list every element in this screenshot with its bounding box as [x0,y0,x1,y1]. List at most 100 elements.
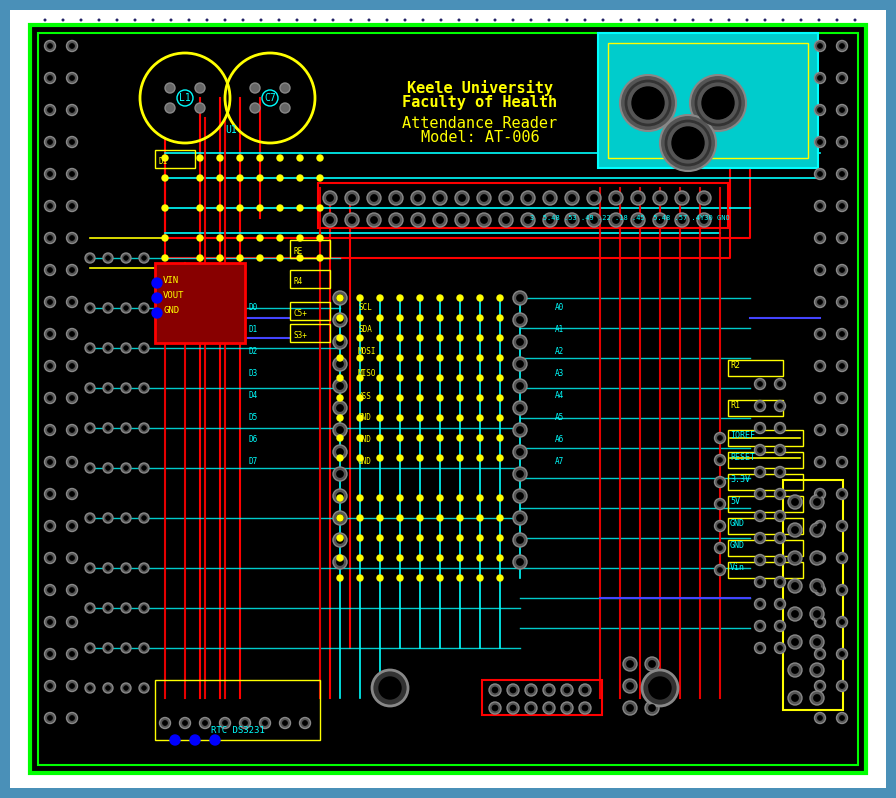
Circle shape [224,488,226,489]
Circle shape [782,307,784,309]
Circle shape [674,235,676,237]
Circle shape [476,235,478,237]
Circle shape [152,631,154,633]
Circle shape [62,343,64,345]
Circle shape [224,577,226,579]
Circle shape [854,541,856,543]
Circle shape [404,343,406,345]
Circle shape [497,535,503,541]
Circle shape [350,595,352,597]
Circle shape [440,631,442,633]
Circle shape [602,38,604,39]
Circle shape [314,595,315,597]
Circle shape [620,488,622,489]
Circle shape [206,541,208,543]
Circle shape [836,433,838,435]
Circle shape [134,703,136,705]
Circle shape [584,217,586,219]
Circle shape [814,713,825,724]
Circle shape [817,299,823,305]
Circle shape [854,127,856,128]
Circle shape [548,361,550,363]
Circle shape [333,357,347,371]
Circle shape [476,361,478,363]
Circle shape [206,271,208,273]
Circle shape [333,445,347,459]
Circle shape [440,415,442,417]
Circle shape [584,488,586,489]
Circle shape [404,559,406,561]
Circle shape [561,684,573,696]
Circle shape [620,397,622,399]
Circle shape [674,181,676,183]
Circle shape [47,331,53,337]
Circle shape [170,415,172,417]
Circle shape [800,289,802,290]
Circle shape [693,739,694,741]
Circle shape [440,181,442,183]
Circle shape [854,109,856,111]
Circle shape [260,307,262,309]
Circle shape [47,267,53,272]
Circle shape [530,703,532,705]
Circle shape [66,488,77,500]
Circle shape [818,650,820,651]
Circle shape [386,613,388,614]
Circle shape [674,685,676,687]
Circle shape [817,364,823,369]
Circle shape [513,445,527,459]
Circle shape [188,181,190,183]
Circle shape [386,217,388,219]
Circle shape [70,140,74,144]
Circle shape [764,757,766,759]
Circle shape [81,505,82,507]
Circle shape [656,559,658,561]
Circle shape [782,631,784,633]
Circle shape [81,685,82,687]
Circle shape [503,195,510,202]
Circle shape [674,451,676,452]
Circle shape [764,577,766,579]
Circle shape [81,127,82,128]
Circle shape [368,685,370,687]
Circle shape [840,716,845,721]
Circle shape [566,488,568,489]
Circle shape [260,613,262,614]
Circle shape [188,379,190,381]
Circle shape [477,455,483,461]
Circle shape [764,73,766,75]
Circle shape [278,667,280,669]
Circle shape [44,559,46,561]
Circle shape [840,108,845,113]
Circle shape [800,721,802,723]
Circle shape [81,181,82,183]
Circle shape [791,666,798,674]
Circle shape [47,108,53,113]
Circle shape [778,469,782,475]
Circle shape [458,469,460,471]
Text: 5V: 5V [730,497,740,506]
Circle shape [44,326,46,327]
Circle shape [440,19,442,21]
Circle shape [728,505,730,507]
Circle shape [368,721,370,723]
Circle shape [774,511,786,522]
Circle shape [333,291,347,305]
Circle shape [404,757,406,759]
Circle shape [746,127,748,128]
Circle shape [170,235,172,237]
Circle shape [377,355,383,361]
Text: D1: D1 [158,157,168,166]
Circle shape [210,735,220,745]
Circle shape [530,164,532,165]
Circle shape [368,217,370,219]
Circle shape [513,555,527,569]
Circle shape [332,38,334,39]
Circle shape [386,757,388,759]
Circle shape [656,38,658,39]
Circle shape [368,650,370,651]
Circle shape [810,663,824,677]
Text: A1: A1 [555,326,564,334]
Bar [155,150,195,168]
Circle shape [837,41,848,52]
